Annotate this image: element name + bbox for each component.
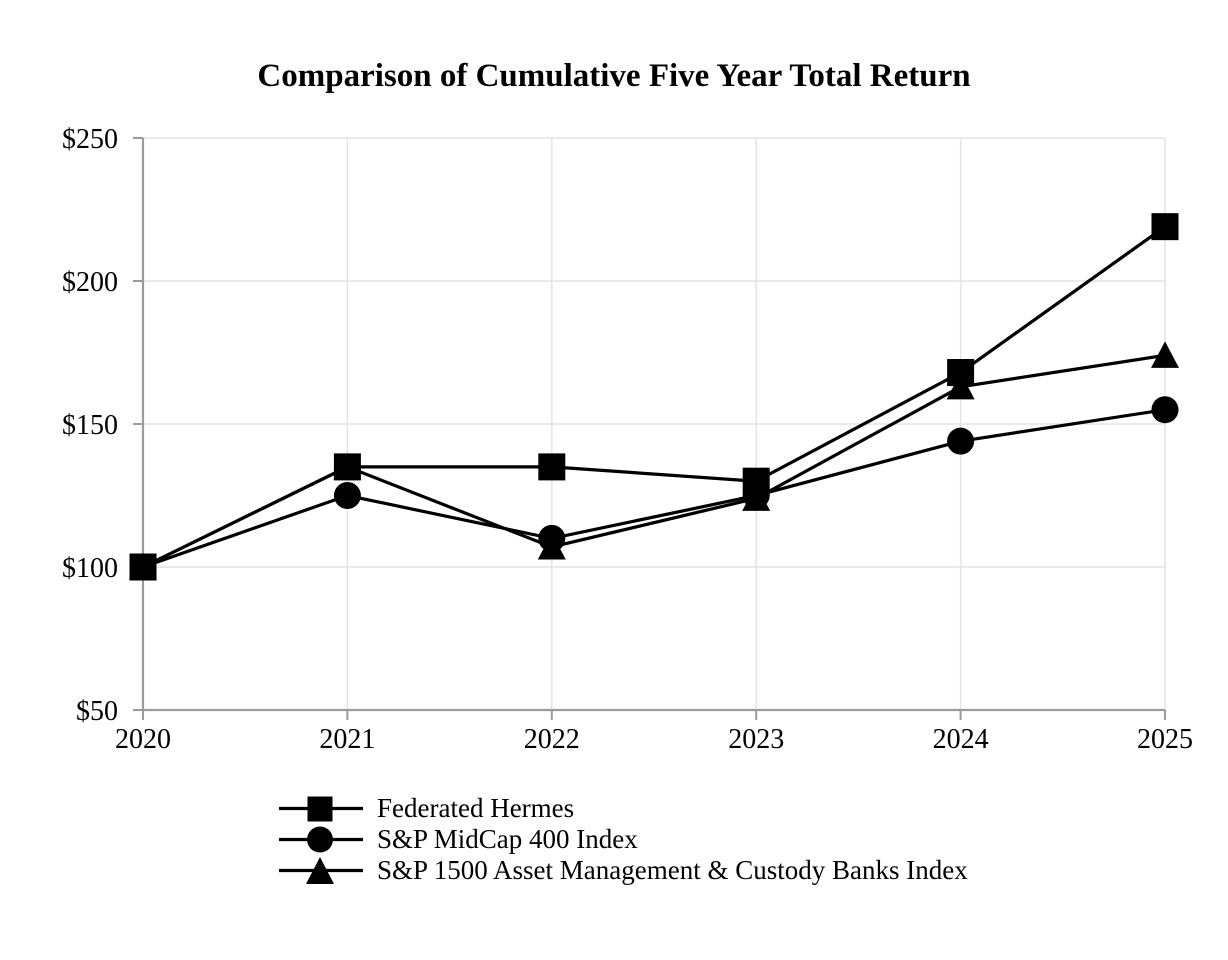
x-tick-label: 2024: [933, 724, 989, 755]
y-tick-label: $200: [62, 267, 118, 298]
series-line-s-p-1500-asset-management-custody-banks-index: [142, 353, 1166, 569]
triangle-data-marker-s-p-1500-asset-management-custody-banks-index: [946, 372, 975, 400]
x-tick-label: 2020: [115, 724, 171, 755]
triangle-data-marker-s-p-1500-asset-management-custody-banks-index: [1151, 341, 1179, 368]
square-data-marker-federated-hermes: [1151, 213, 1179, 241]
chart-legend: Federated Hermes S&P MidCap 400 Index S&…: [278, 793, 968, 886]
x-tick-label: 2025: [1137, 724, 1193, 755]
series-line-federated-hermes: [142, 225, 1166, 569]
x-tick-label: 2021: [319, 724, 375, 755]
legend-item-federated-hermes: Federated Hermes: [278, 793, 968, 824]
legend-item-sp-1500-asset-mgmt: S&P 1500 Asset Management & Custody Bank…: [278, 855, 968, 886]
circle-marker-icon: [279, 826, 363, 853]
circle-data-marker-s-p-midcap-400-index: [1151, 396, 1179, 424]
legend-label-sp-midcap-400: S&P MidCap 400 Index: [377, 824, 638, 854]
chart-title: Comparison of Cumulative Five Year Total…: [257, 58, 971, 94]
y-tick-label: $100: [62, 553, 118, 584]
legend-item-sp-midcap-400: S&P MidCap 400 Index: [278, 824, 968, 855]
square-data-marker-federated-hermes: [538, 453, 566, 481]
x-tick-label: 2023: [728, 724, 784, 755]
square-data-marker-federated-hermes: [742, 467, 770, 495]
square-marker-icon: [279, 796, 363, 822]
square-data-marker-federated-hermes: [129, 553, 157, 581]
legend-label-federated-hermes: Federated Hermes: [377, 793, 575, 823]
square-data-marker-federated-hermes: [947, 359, 975, 387]
y-tick-label: $150: [62, 410, 118, 441]
circle-data-marker-s-p-midcap-400-index: [333, 482, 361, 509]
triangle-marker-icon: [279, 857, 363, 884]
square-data-marker-federated-hermes: [333, 453, 361, 481]
y-tick-label: $250: [62, 124, 118, 155]
circle-data-marker-s-p-midcap-400-index: [947, 427, 975, 455]
circle-data-marker-s-p-midcap-400-index: [538, 524, 566, 552]
legend-label-sp-1500-asset-mgmt: S&P 1500 Asset Management & Custody Bank…: [377, 855, 968, 885]
x-tick-label: 2022: [524, 724, 580, 755]
y-tick-label: $50: [76, 696, 118, 727]
series-line-s-p-midcap-400-index: [142, 408, 1166, 569]
